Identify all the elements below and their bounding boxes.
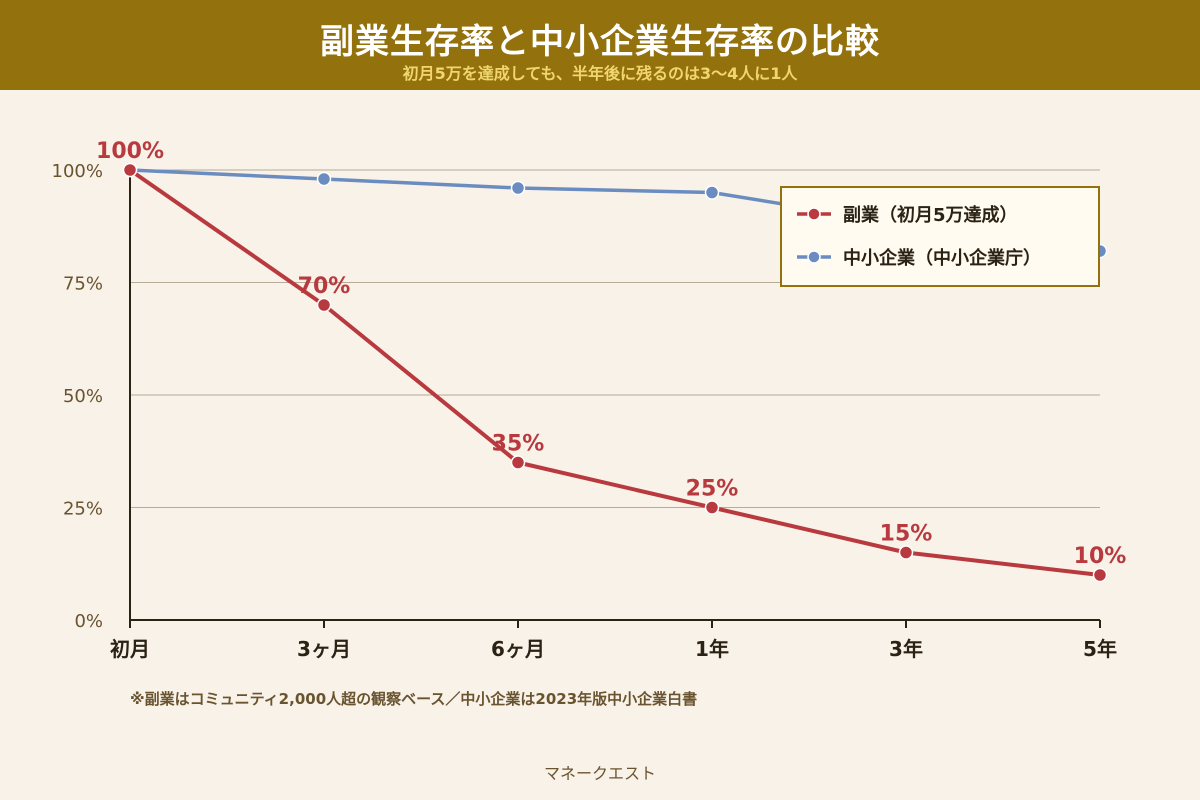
series-line [128, 168, 1101, 577]
data-point [704, 185, 720, 200]
footnote: ※副業はコミュニティ2,000人超の観察ベース／中小企業は2023年版中小企業白… [130, 690, 698, 708]
legend-label: 副業（初月5万達成） [843, 204, 1018, 226]
chart-header: 副業生存率と中小企業生存率の比較 初月5万を達成しても、半年後に残るのは3〜4人… [0, 0, 1200, 90]
data-label: 15% [880, 522, 933, 547]
data-point [316, 171, 332, 187]
x-tick-label: 3年 [889, 637, 923, 661]
chart-title: 副業生存率と中小企業生存率の比較 [320, 22, 880, 62]
legend-marker [807, 207, 821, 221]
data-point [510, 180, 526, 196]
data-label: 10% [1074, 544, 1127, 569]
data-label: 35% [492, 432, 545, 457]
legend-marker [807, 250, 821, 264]
x-tick-label: 5年 [1083, 637, 1117, 661]
data-label: 70% [298, 274, 351, 299]
data-point [510, 455, 526, 470]
data-point [1092, 567, 1108, 583]
y-tick-label: 75% [63, 274, 103, 295]
data-point [704, 500, 720, 515]
data-point [316, 297, 332, 313]
y-tick-label: 25% [63, 499, 103, 520]
legend-box [780, 186, 1100, 287]
y-tick-label: 100% [52, 161, 103, 182]
x-tick-label: 3ヶ月 [297, 637, 351, 661]
chart-subtitle: 初月5万を達成しても、半年後に残るのは3〜4人に1人 [402, 64, 798, 83]
brand-label: マネークエスト [543, 764, 656, 783]
data-label: 25% [686, 477, 739, 502]
x-tick-label: 1年 [695, 637, 729, 661]
data-point [122, 162, 138, 178]
data-label: 100% [96, 139, 164, 164]
x-tick-label: 初月 [110, 637, 150, 661]
legend-label: 中小企業（中小企業庁） [843, 247, 1041, 269]
y-tick-label: 0% [74, 611, 103, 632]
x-tick-label: 6ヶ月 [491, 637, 545, 661]
y-tick-label: 50% [63, 386, 103, 407]
data-point [898, 545, 914, 560]
